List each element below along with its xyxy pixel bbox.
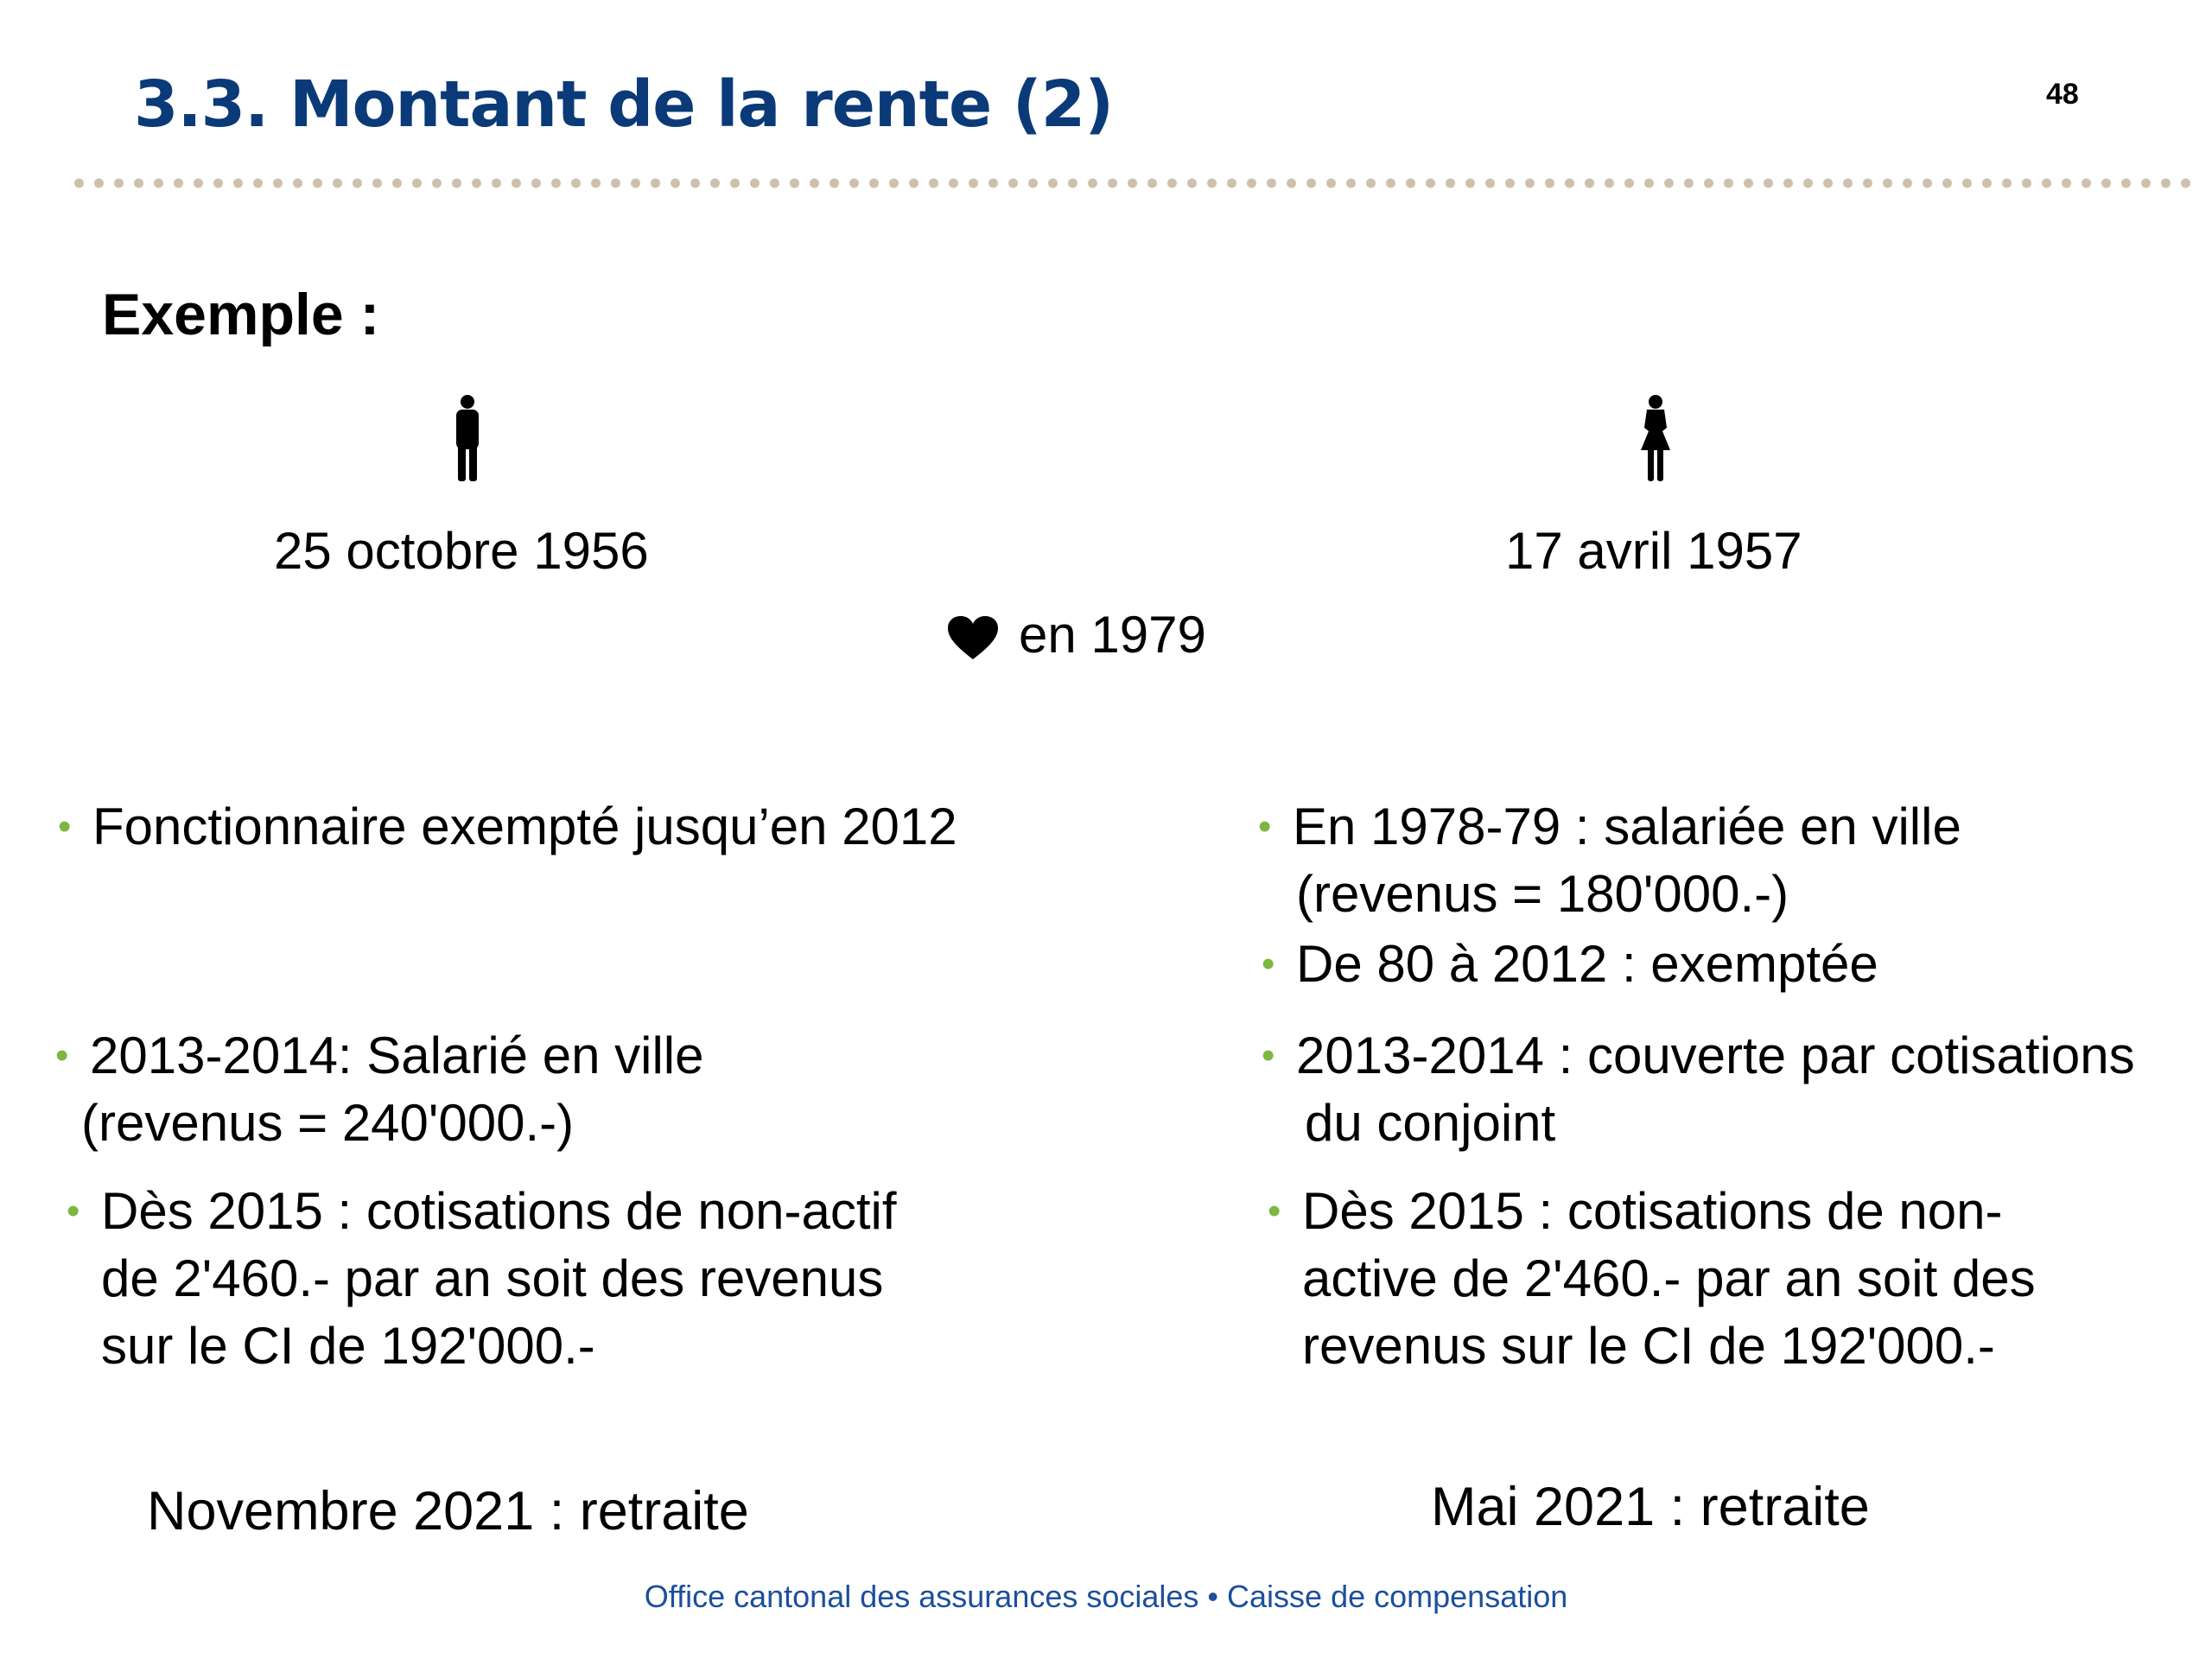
left-bullet-3-line-2: de 2'460.- par an soit des revenus bbox=[101, 1249, 884, 1307]
man-silhouette-icon bbox=[456, 395, 479, 481]
dotted-divider bbox=[69, 177, 2195, 189]
right-bullet-3-line-2: du conjoint bbox=[1305, 1094, 1556, 1152]
marriage-text: en 1979 bbox=[1019, 606, 1206, 664]
right-bullet-4-line-1: Dès 2015 : cotisations de non- bbox=[1302, 1182, 2003, 1240]
right-bullet-4-line-2: active de 2'460.- par an soit des bbox=[1302, 1249, 2036, 1307]
right-bullet-2-text: De 80 à 2012 : exemptée bbox=[1296, 935, 1878, 993]
right-bullet-3: • 2013-2014 : couverte par cotisations d… bbox=[1262, 1022, 2135, 1157]
right-bullet-4-line-3: revenus sur le CI de 192'000.- bbox=[1302, 1317, 1995, 1375]
bullet-dot: • bbox=[58, 805, 72, 848]
right-bullet-1: • En 1978-79 : salariée en ville (revenu… bbox=[1258, 793, 1961, 928]
bullet-dot: • bbox=[1262, 943, 1275, 985]
bullet-dot: • bbox=[67, 1190, 80, 1232]
page-number: 48 bbox=[2046, 78, 2079, 111]
bullet-dot: • bbox=[1268, 1190, 1281, 1232]
left-bullet-1-text: Fonctionnaire exempté jusqu’en 2012 bbox=[92, 798, 957, 855]
left-bullet-2: • 2013-2014: Salarié en ville (revenus =… bbox=[55, 1022, 704, 1157]
left-bullet-2-line-2: (revenus = 240'000.-) bbox=[81, 1094, 575, 1152]
bullet-dot: • bbox=[55, 1034, 69, 1077]
right-bullet-4: • Dès 2015 : cotisations de non- active … bbox=[1268, 1178, 2036, 1380]
woman-silhouette-icon bbox=[1641, 395, 1670, 481]
right-bullet-3-line-1: 2013-2014 : couverte par cotisations bbox=[1296, 1027, 2135, 1084]
man-birthdate: 25 octobre 1956 bbox=[274, 522, 649, 580]
right-bullet-2: • De 80 à 2012 : exemptée bbox=[1262, 931, 1878, 998]
heart-icon bbox=[948, 615, 998, 659]
left-retirement: Novembre 2021 : retraite bbox=[147, 1481, 749, 1541]
left-bullet-1: • Fonctionnaire exempté jusqu’en 2012 bbox=[58, 793, 957, 861]
bullet-dot: • bbox=[1262, 1034, 1275, 1077]
example-heading: Exemple : bbox=[102, 282, 380, 347]
right-bullet-1-line-1: En 1978-79 : salariée en ville bbox=[1293, 798, 1961, 855]
left-bullet-3-line-3: sur le CI de 192'000.- bbox=[101, 1317, 595, 1375]
woman-birthdate: 17 avril 1957 bbox=[1505, 522, 1802, 580]
bullet-dot: • bbox=[1258, 805, 1272, 848]
right-bullet-1-line-2: (revenus = 180'000.-) bbox=[1296, 865, 1789, 923]
left-bullet-2-line-1: 2013-2014: Salarié en ville bbox=[90, 1027, 704, 1084]
left-bullet-3-line-1: Dès 2015 : cotisations de non-actif bbox=[101, 1182, 897, 1240]
slide-title: 3.3. Montant de la rente (2) bbox=[134, 67, 1114, 142]
marriage-year: en 1979 bbox=[948, 605, 1206, 664]
footer-text: Office cantonal des assurances sociales … bbox=[644, 1579, 1568, 1614]
left-bullet-3: • Dès 2015 : cotisations de non-actif de… bbox=[67, 1178, 897, 1380]
right-retirement: Mai 2021 : retraite bbox=[1431, 1477, 1870, 1537]
